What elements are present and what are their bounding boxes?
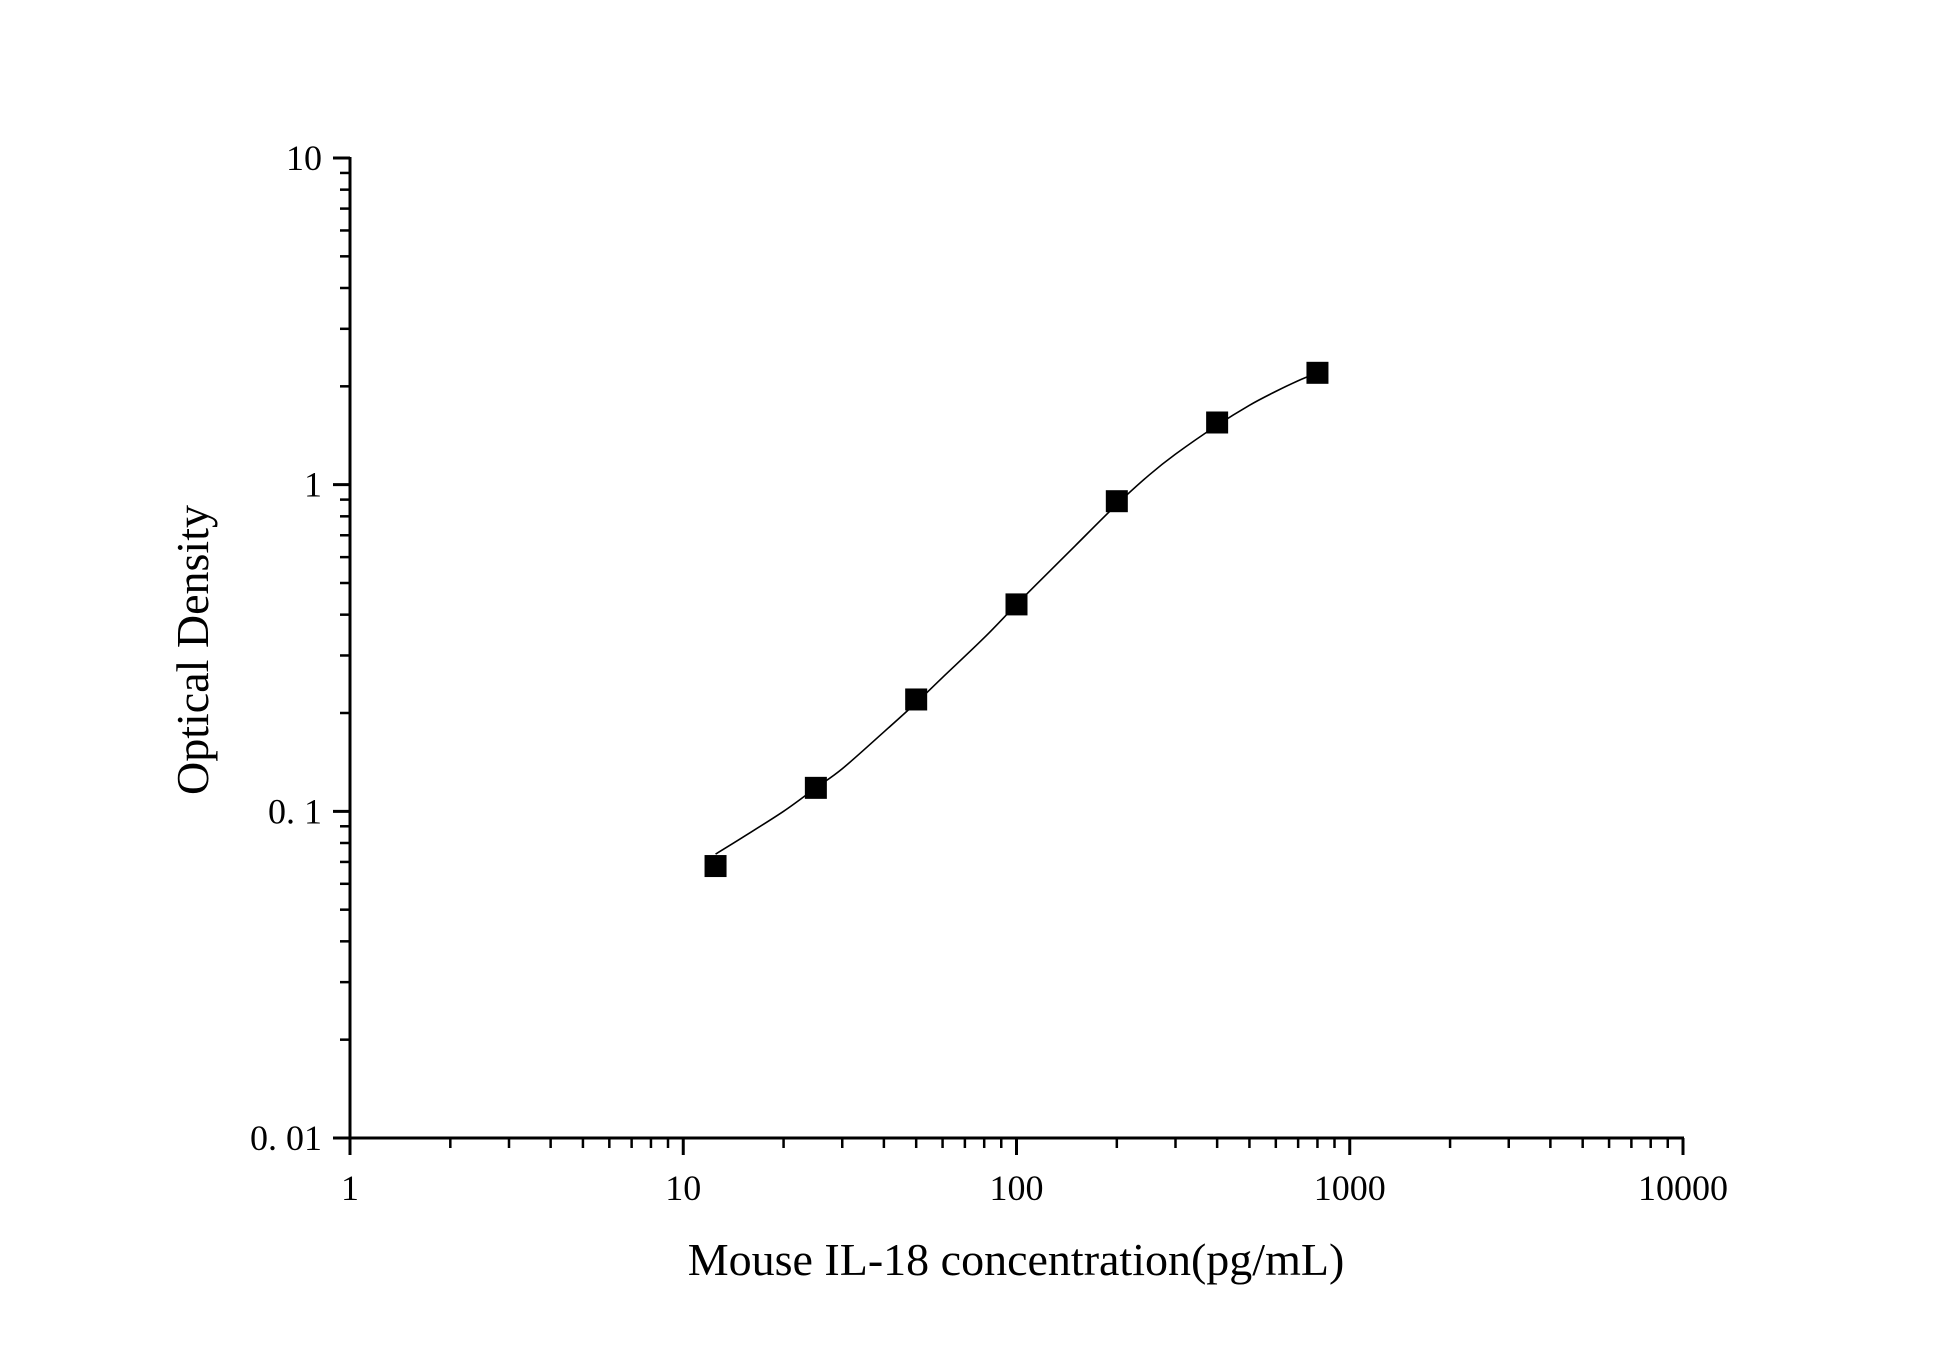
x-tick-label: 1 bbox=[341, 1168, 359, 1208]
x-tick-label: 10 bbox=[665, 1168, 701, 1208]
x-tick-label: 100 bbox=[990, 1168, 1044, 1208]
y-tick-label: 1 bbox=[304, 465, 322, 505]
data-point-marker bbox=[1206, 411, 1229, 434]
x-tick-label: 10000 bbox=[1638, 1168, 1728, 1208]
y-tick-label: 0. 1 bbox=[268, 791, 322, 831]
data-point-marker bbox=[704, 855, 727, 878]
y-tick-label: 0. 01 bbox=[250, 1118, 322, 1158]
x-axis-title: Mouse IL-18 concentration(pg/mL) bbox=[688, 1234, 1345, 1285]
data-point-marker bbox=[1005, 593, 1028, 616]
data-point-marker bbox=[1105, 490, 1128, 513]
y-axis-title: Optical Density bbox=[167, 505, 218, 795]
data-point-marker bbox=[804, 776, 827, 799]
y-tick-label: 10 bbox=[286, 138, 322, 178]
data-point-marker bbox=[905, 688, 928, 711]
data-point-marker bbox=[1306, 361, 1329, 384]
data-points-layer bbox=[704, 361, 1329, 878]
x-tick-label: 1000 bbox=[1314, 1168, 1386, 1208]
axes: 1 10 100 1000 10000 0. 01 0. 1 1 10 bbox=[250, 138, 1728, 1208]
